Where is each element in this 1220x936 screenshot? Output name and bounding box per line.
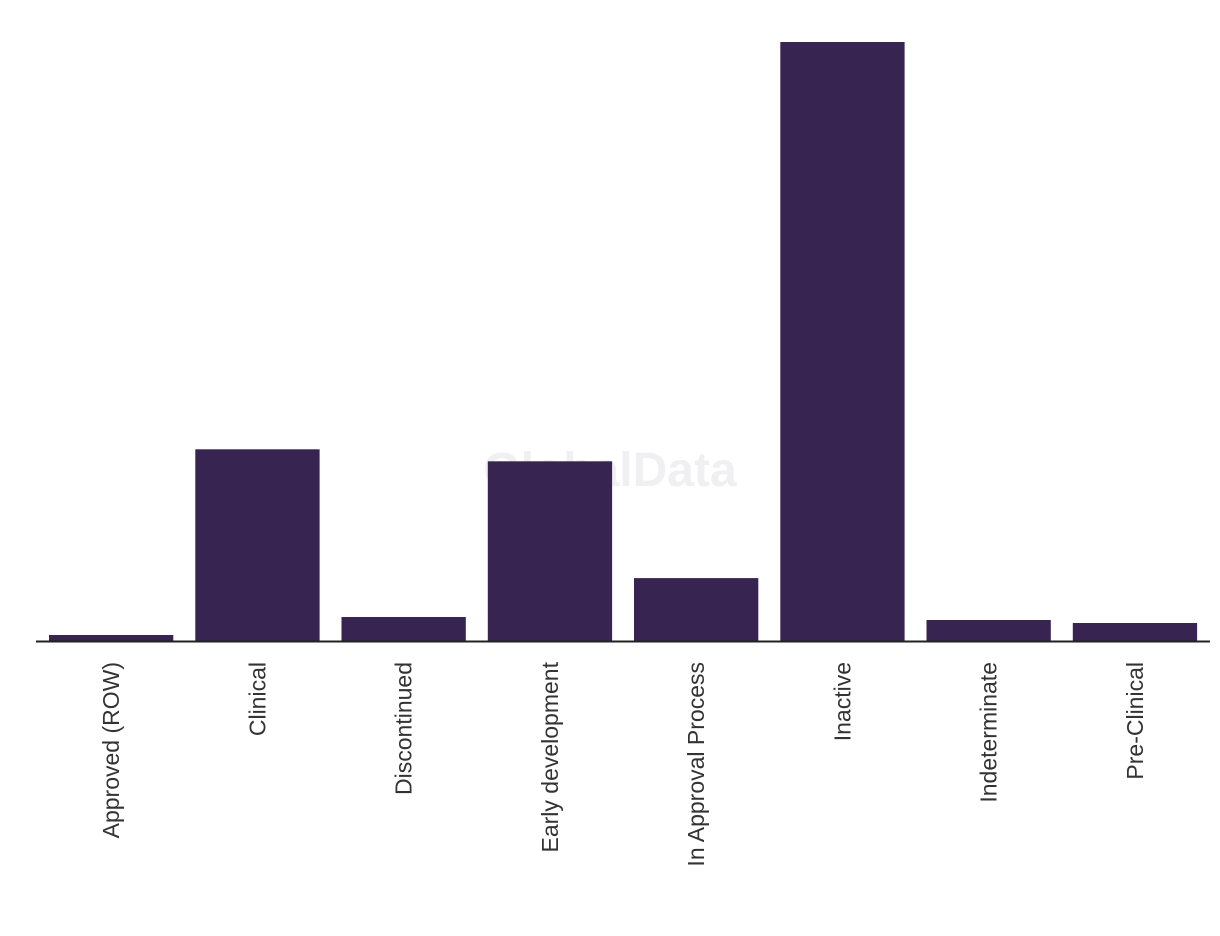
bar-3 <box>487 461 613 641</box>
tick-labels: Approved (ROW) Clinical Discontinued Early … <box>98 661 1148 866</box>
x-tick-label-2: Discontinued <box>391 662 417 795</box>
bar-7 <box>1072 623 1198 641</box>
x-tick-label-1: Clinical <box>244 662 270 736</box>
x-tick-label-6: Indeterminate <box>976 662 1002 803</box>
x-tick-label-0: Approved (ROW) <box>98 662 124 838</box>
x-tick-label-4: In Approval Process <box>683 662 709 867</box>
bars <box>49 42 1198 641</box>
x-tick-label-5: Inactive <box>829 662 855 741</box>
x-tick-label-7: Pre-Clinical <box>1122 662 1148 780</box>
bar-1 <box>195 449 320 641</box>
bar-4 <box>634 578 759 641</box>
bar-5 <box>780 42 905 641</box>
bar-6 <box>926 620 1051 641</box>
x-tick-label-3: Early development <box>537 661 563 852</box>
bar-0 <box>49 635 174 641</box>
bar-2 <box>341 617 466 641</box>
